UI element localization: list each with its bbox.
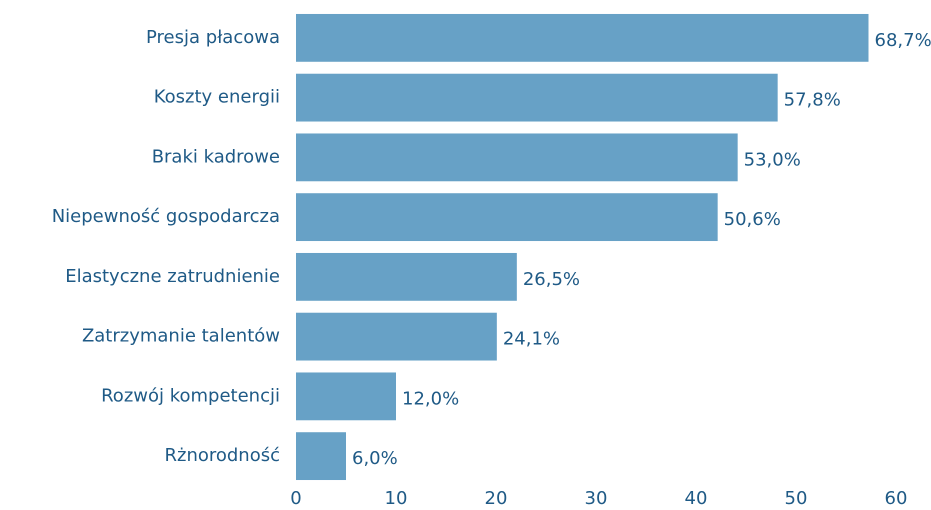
bar (296, 312, 497, 361)
value-label: 57,8% (784, 90, 841, 111)
value-label: 6,0% (352, 448, 398, 469)
y-tick-label: Elastyczne zatrudnienie (65, 266, 280, 287)
bar (296, 432, 346, 481)
value-label: 24,1% (503, 329, 560, 350)
x-tick-label: 20 (485, 488, 508, 509)
bar (296, 13, 869, 62)
value-label: 68,7% (875, 30, 931, 51)
bar (296, 252, 517, 301)
value-label: 53,0% (744, 149, 801, 170)
x-tick-label: 50 (785, 488, 808, 509)
x-tick-label: 60 (885, 488, 908, 509)
y-tick-label: Braki kadrowe (152, 146, 280, 167)
x-tick-label: 0 (290, 488, 301, 509)
bar (296, 73, 778, 122)
y-tick-label: Rozwój kompetencji (101, 385, 280, 406)
value-label: 50,6% (724, 209, 781, 230)
y-tick-label: Presja płacowa (146, 27, 280, 48)
y-tick-label: Niepewność gospodarcza (52, 206, 280, 227)
y-tick-label: Zatrzymanie talentów (82, 326, 280, 347)
x-tick-label: 40 (685, 488, 708, 509)
x-tick-label: 10 (385, 488, 408, 509)
bar (296, 193, 718, 242)
bar (296, 133, 738, 182)
bar (296, 372, 396, 421)
value-label: 12,0% (402, 388, 459, 409)
y-tick-label: Rżnorodność (164, 445, 280, 466)
value-label: 26,5% (523, 269, 580, 290)
y-tick-label: Koszty energii (154, 87, 280, 108)
x-tick-label: 30 (585, 488, 608, 509)
